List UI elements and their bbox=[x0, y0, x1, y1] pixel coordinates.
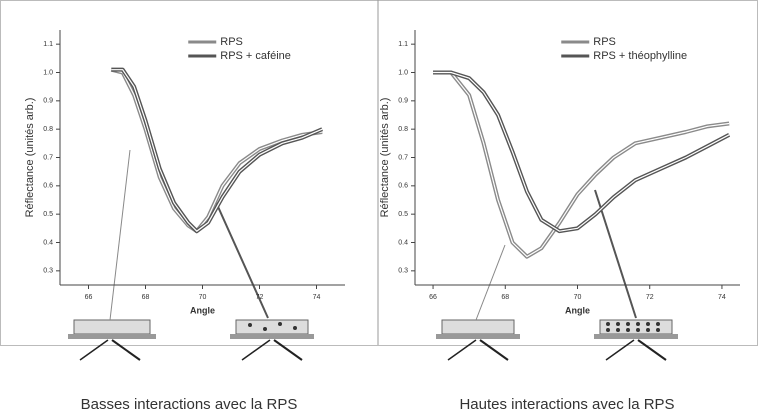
y-tick-label: 0.5 bbox=[398, 211, 408, 218]
y-tick-label: 0.9 bbox=[398, 98, 408, 105]
sensor-diagram bbox=[436, 189, 678, 361]
y-axis-label: Réflectance (unités arb.) bbox=[24, 98, 36, 218]
y-tick-label: 0.7 bbox=[398, 154, 408, 161]
y-tick-label: 0.8 bbox=[43, 126, 53, 133]
series-line bbox=[433, 70, 731, 234]
x-tick-label: 66 bbox=[85, 294, 93, 301]
y-tick-label: 1.0 bbox=[43, 69, 53, 76]
series-line-inner bbox=[111, 69, 323, 232]
x-axis-label: Angle bbox=[190, 305, 215, 315]
x-tick-label: 72 bbox=[256, 294, 264, 301]
y-tick-label: 0.4 bbox=[43, 239, 53, 246]
y-tick-label: 0.6 bbox=[398, 183, 408, 190]
y-tick-label: 0.5 bbox=[43, 211, 53, 218]
y-tick-label: 0.3 bbox=[43, 268, 53, 275]
y-tick-label: 0.3 bbox=[398, 268, 408, 275]
y-tick-label: 0.7 bbox=[43, 154, 53, 161]
y-tick-label: 1.1 bbox=[43, 41, 53, 48]
y-tick-label: 1.1 bbox=[398, 41, 408, 48]
sensor-diagram bbox=[68, 149, 314, 361]
legend-label: RPS bbox=[220, 36, 243, 48]
series-line-inner bbox=[433, 71, 730, 232]
y-tick-label: 0.4 bbox=[398, 239, 408, 246]
x-tick-label: 70 bbox=[199, 294, 207, 301]
x-tick-label: 74 bbox=[313, 294, 321, 301]
series-line-inner bbox=[433, 71, 730, 258]
x-tick-label: 72 bbox=[646, 294, 654, 301]
y-tick-label: 0.9 bbox=[43, 98, 53, 105]
x-tick-label: 68 bbox=[142, 294, 150, 301]
x-axis-label: Angle bbox=[565, 305, 590, 315]
x-tick-label: 70 bbox=[574, 294, 582, 301]
y-tick-label: 0.8 bbox=[398, 126, 408, 133]
y-axis-label: Réflectance (unités arb.) bbox=[379, 98, 391, 218]
legend-label: RPS + théophylline bbox=[593, 50, 687, 62]
x-tick-label: 66 bbox=[429, 294, 437, 301]
legend-label: RPS + caféine bbox=[220, 50, 291, 62]
y-tick-label: 1.0 bbox=[398, 69, 408, 76]
y-tick-label: 0.6 bbox=[43, 183, 53, 190]
x-tick-label: 74 bbox=[718, 294, 726, 301]
legend-label: RPS bbox=[593, 36, 616, 48]
caption: Basses interactions avec la RPS bbox=[81, 396, 298, 413]
caption: Hautes interactions avec la RPS bbox=[459, 396, 674, 413]
x-tick-label: 68 bbox=[501, 294, 509, 301]
series-line bbox=[433, 70, 730, 259]
